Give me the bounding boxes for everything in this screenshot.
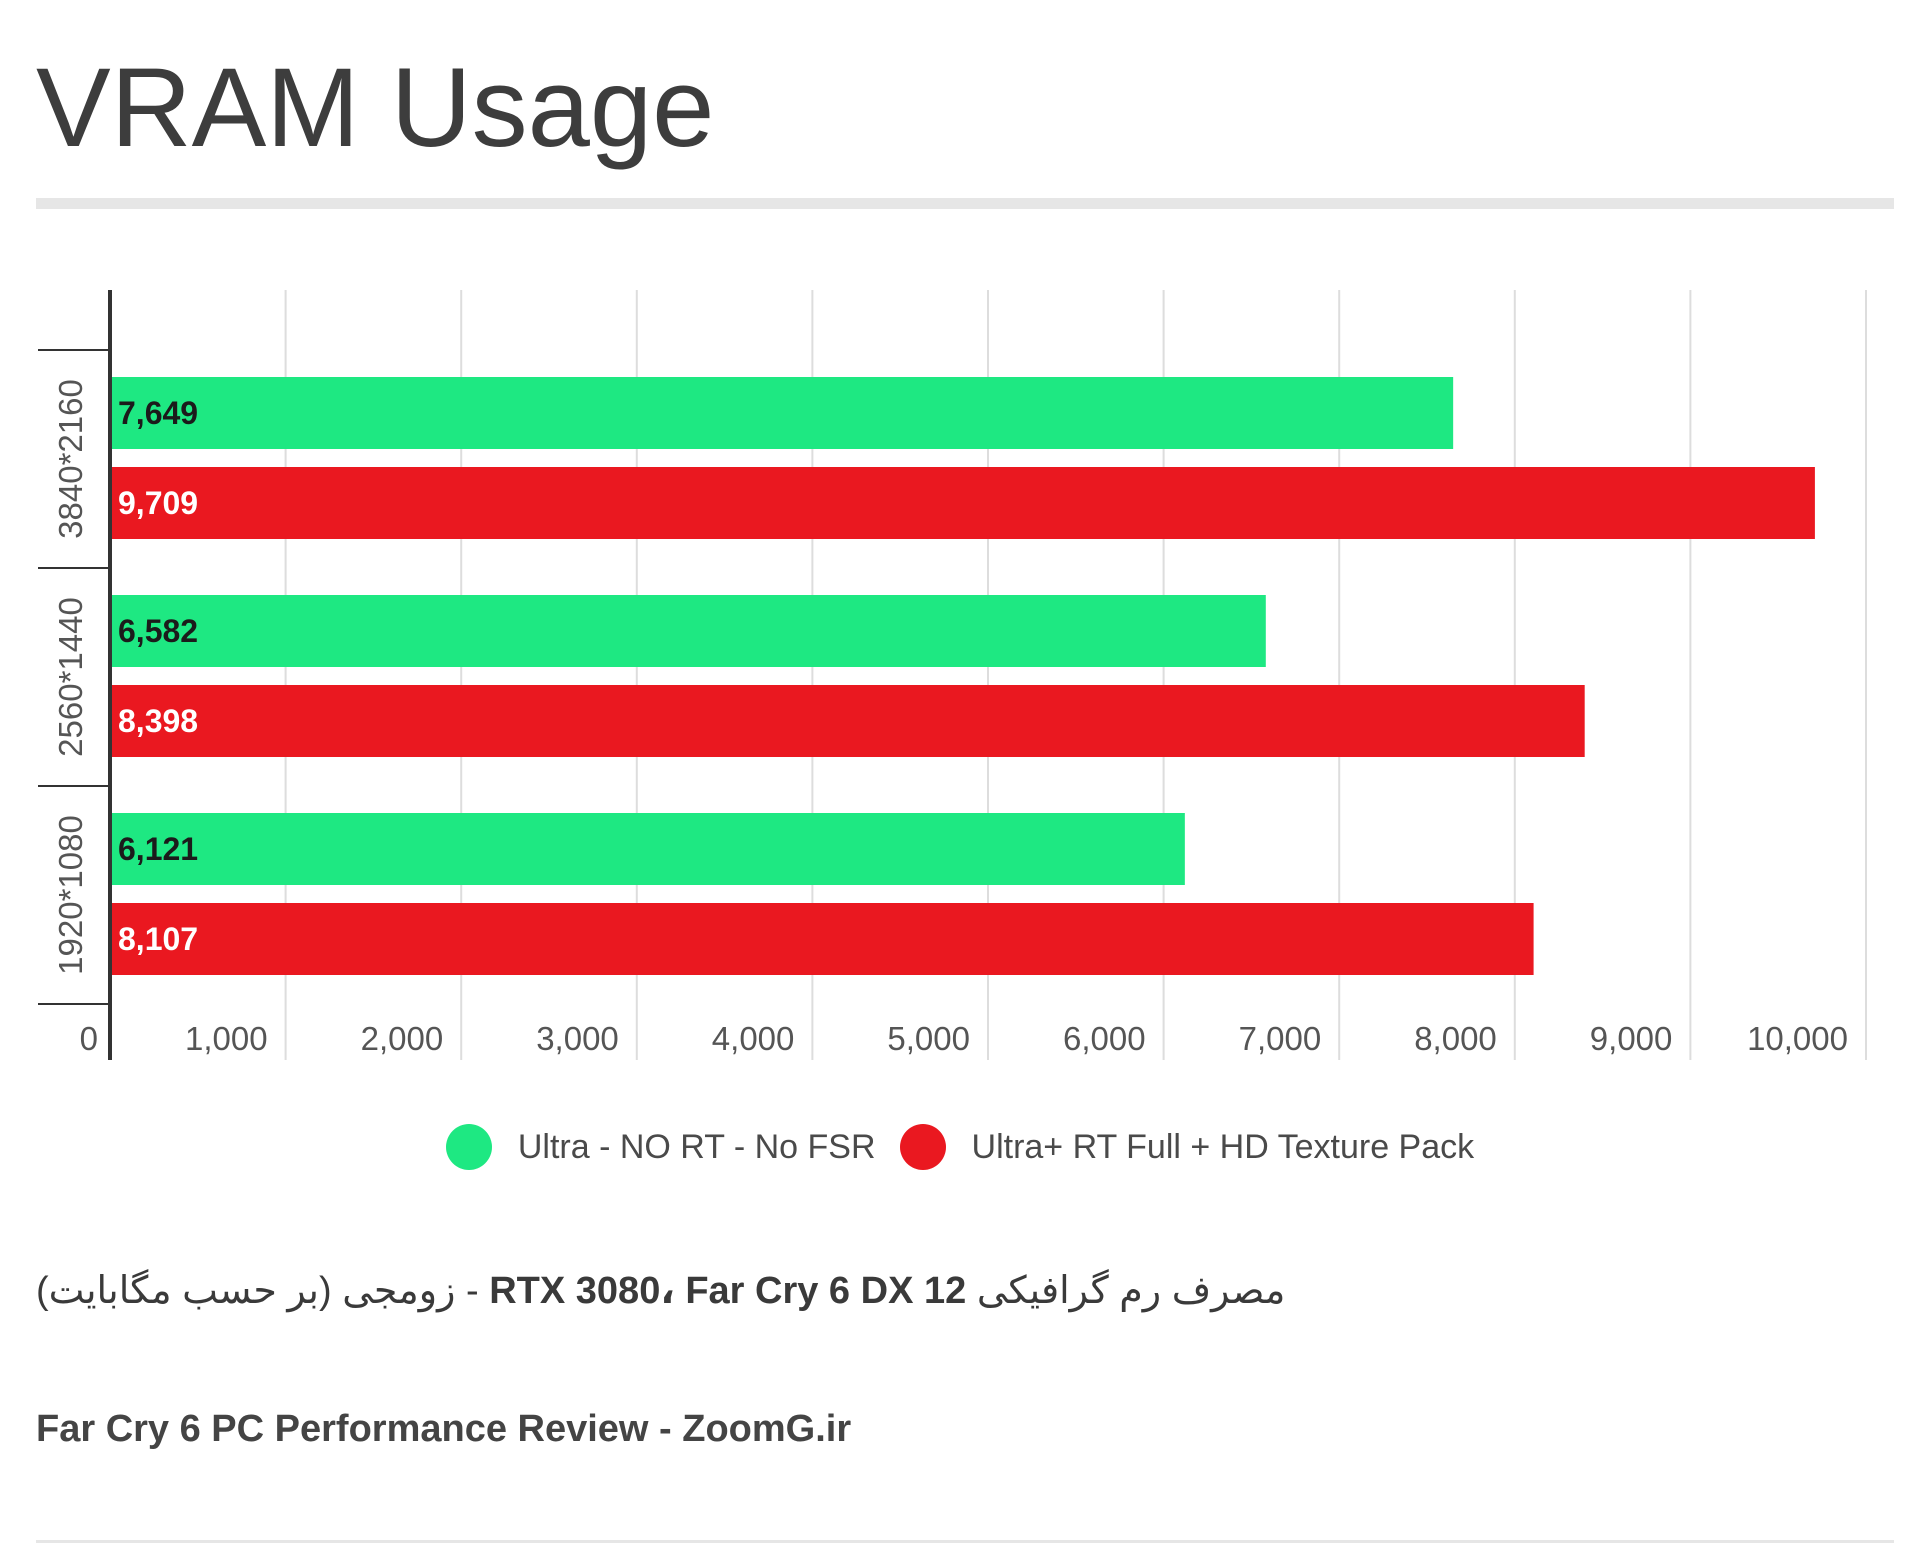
legend-label-series2: Ultra+ RT Full + HD Texture Pack (971, 1127, 1475, 1166)
x-tick-label: 7,000 (1239, 1020, 1322, 1057)
bar-value-label: 6,582 (118, 613, 198, 649)
legend-label-series1: Ultra - NO RT - No FSR (517, 1127, 876, 1166)
bar-value-label: 6,121 (118, 831, 198, 867)
bar-value-label: 8,107 (118, 921, 198, 957)
x-tick-label: 10,000 (1747, 1020, 1848, 1057)
bottom-divider (36, 1540, 1894, 1543)
bar (110, 903, 1534, 975)
legend-swatch-series2 (899, 1124, 946, 1170)
x-tick-label: 3,000 (536, 1020, 619, 1057)
source-credit: Far Cry 6 PC Performance Review - ZoomG.… (36, 1408, 852, 1450)
chart-legend: Ultra - NO RT - No FSR Ultra+ RT Full + … (0, 1124, 1920, 1170)
y-category-label: 2560*1440 (52, 597, 89, 757)
legend-item-series1: Ultra - NO RT - No FSR (445, 1124, 876, 1170)
bar-chart: 0 1,000 2,000 3,000 4,000 5,000 6,000 7,000 8,00… (38, 290, 1867, 1060)
legend-item-series2: Ultra+ RT Full + HD Texture Pack (899, 1124, 1475, 1170)
x-tick-label: 0 (80, 1020, 98, 1057)
legend-swatch-series1 (445, 1124, 492, 1170)
x-tick-label: 8,000 (1414, 1020, 1497, 1057)
caption-tail: - زومجی (بر حسب مگابایت) (36, 1270, 479, 1312)
x-tick-label: 1,000 (185, 1020, 268, 1057)
x-tick-label: 4,000 (712, 1020, 795, 1057)
chart-title: VRAM Usage (36, 45, 715, 170)
chart-caption: مصرف رم گرافیکی RTX 3080، Far Cry 6 DX 1… (36, 1268, 1285, 1313)
bar (110, 685, 1585, 757)
bar (110, 813, 1185, 885)
bar (110, 467, 1815, 539)
x-tick-label: 9,000 (1590, 1020, 1673, 1057)
bar (110, 377, 1454, 449)
caption-latin: RTX 3080، Far Cry 6 DX 12 (489, 1270, 967, 1312)
y-category-label: 1920*1080 (52, 815, 89, 975)
bar-value-label: 8,398 (118, 703, 198, 739)
caption-arabic: مصرف رم گرافیکی (976, 1270, 1286, 1312)
bar-value-label: 9,709 (118, 485, 198, 521)
title-divider (36, 198, 1894, 209)
y-category-label: 3840*2160 (52, 379, 89, 539)
bar-value-label: 7,649 (118, 395, 198, 431)
bar (110, 595, 1266, 667)
x-tick-label: 2,000 (361, 1020, 444, 1057)
x-tick-label: 5,000 (887, 1020, 970, 1057)
x-tick-label: 6,000 (1063, 1020, 1146, 1057)
